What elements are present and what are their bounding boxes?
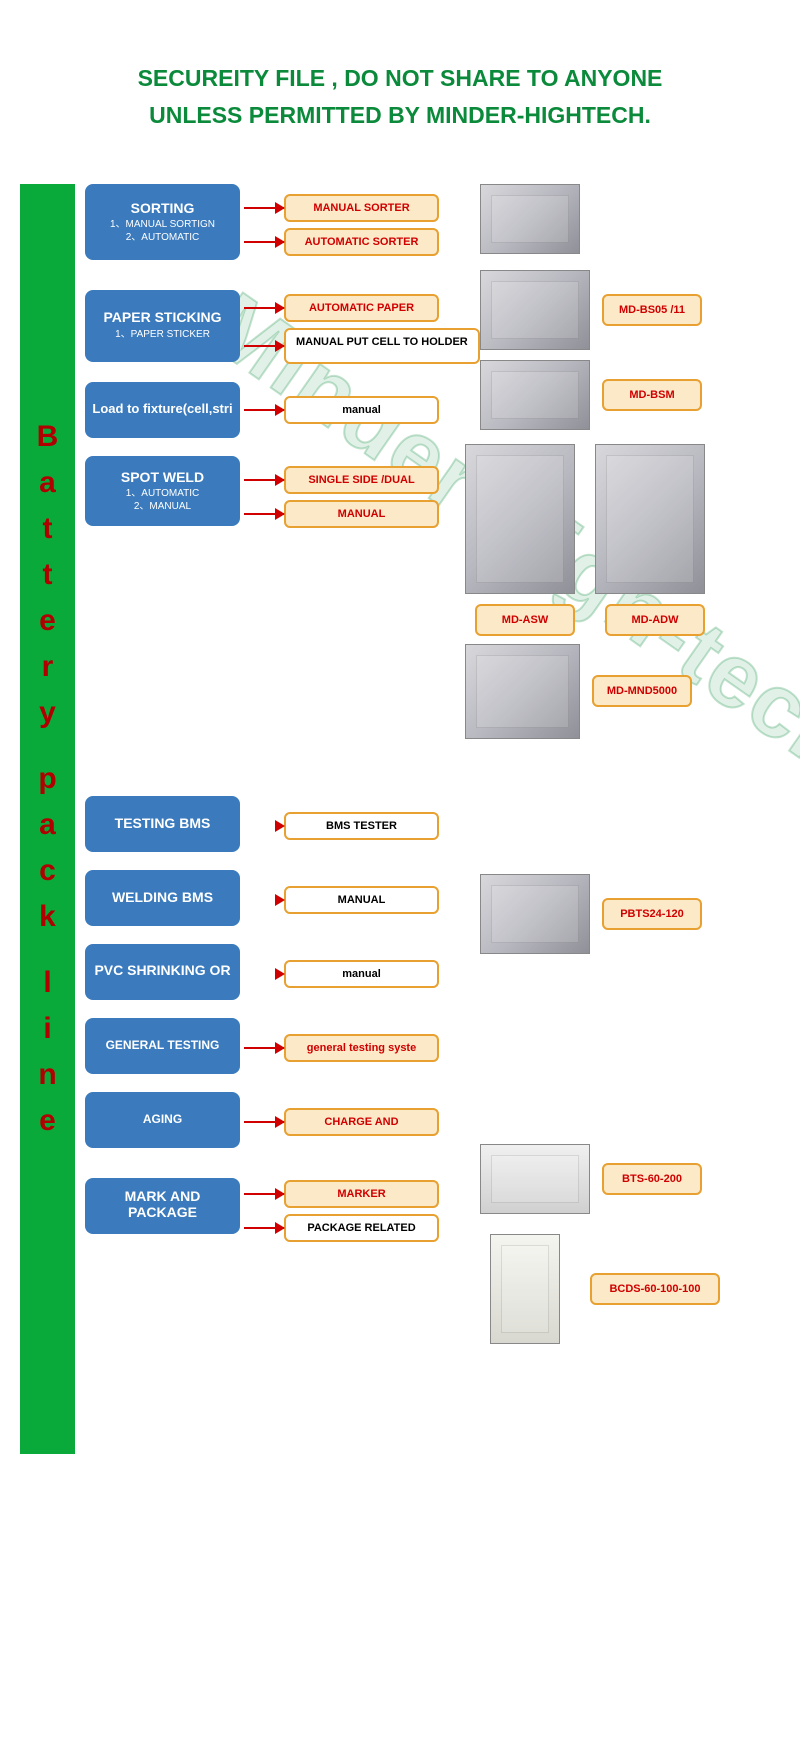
sidebar-letter: a (39, 808, 56, 842)
method-manual-cell: MANUAL PUT CELL TO HOLDER (284, 328, 480, 364)
method-marker: MARKER (284, 1180, 439, 1208)
header-line-2: UNLESS PERMITTED BY MINDER-HIGHTECH. (40, 97, 760, 134)
arrow-icon (244, 479, 284, 481)
method-general-testing: general testing syste (284, 1034, 439, 1062)
step-spot-weld: SPOT WELD 1、AUTOMATIC 2、MANUAL (85, 456, 240, 526)
product-image (490, 1234, 560, 1344)
method-package: PACKAGE RELATED (284, 1214, 439, 1242)
arrow-icon (244, 513, 284, 515)
step-aging: AGING (85, 1092, 240, 1148)
method-manual-sorter: MANUAL SORTER (284, 194, 439, 222)
flow-content: SORTING 1、MANUAL SORTIGN 2、AUTOMATIC MAN… (85, 184, 800, 1242)
product-label-bcds: BCDS-60-100-100 (590, 1273, 720, 1305)
sidebar: Batterypackline (20, 184, 75, 1454)
main-diagram: Minder High-tech Batterypackline SORTING… (0, 184, 800, 1242)
step-load-fixture: Load to fixture(cell,stri (85, 382, 240, 438)
header-line-1: SECUREITY FILE , DO NOT SHARE TO ANYONE (40, 60, 760, 97)
sidebar-letter: r (42, 650, 54, 684)
step-title: WELDING BMS (112, 889, 213, 905)
product-image (465, 444, 575, 594)
arrow-icon (244, 307, 284, 309)
product-label-adw: MD-ADW (605, 604, 705, 636)
product-label-asw: MD-ASW (475, 604, 575, 636)
sidebar-letter: e (39, 604, 56, 638)
sidebar-letter: t (43, 558, 53, 592)
step-title: GENERAL TESTING (106, 1038, 220, 1052)
step-title: TESTING BMS (115, 815, 211, 831)
step-welding-bms: WELDING BMS (85, 870, 240, 926)
product-image (465, 644, 580, 739)
sidebar-letter: k (39, 900, 56, 934)
step-title: Load to fixture(cell,stri (92, 401, 232, 416)
step-sub: 1、MANUAL SORTIGN (110, 218, 215, 231)
sidebar-letter: y (39, 696, 56, 730)
sidebar-letter: p (38, 762, 56, 796)
arrow-icon (244, 207, 284, 209)
sidebar-letter: t (43, 512, 53, 546)
step-general-testing: GENERAL TESTING (85, 1018, 240, 1074)
step-sorting: SORTING 1、MANUAL SORTIGN 2、AUTOMATIC (85, 184, 240, 260)
product-label-mnd: MD-MND5000 (592, 675, 692, 707)
arrow-icon (244, 825, 284, 827)
arrow-icon (244, 241, 284, 243)
arrow-icon (244, 1193, 284, 1195)
step-title: AGING (143, 1112, 182, 1126)
method-manual-weld: MANUAL (284, 500, 439, 528)
step-title: PVC SHRINKING OR (94, 963, 230, 978)
step-title: SORTING (131, 200, 195, 216)
step-title: PAPER STICKING (104, 310, 222, 325)
arrow-icon (244, 345, 284, 347)
sidebar-letter: B (37, 420, 59, 454)
method-bms-tester: BMS TESTER (284, 812, 439, 840)
method-manual: manual (284, 960, 439, 988)
sidebar-letter: l (43, 966, 51, 1000)
step-sub: 1、AUTOMATIC (126, 487, 200, 500)
sidebar-letter: c (39, 854, 56, 888)
arrow-icon (244, 1227, 284, 1229)
step-title: MARK AND PACKAGE (91, 1189, 234, 1220)
method-single-dual: SINGLE SIDE /DUAL (284, 466, 439, 494)
step-sub: 2、AUTOMATIC (126, 231, 200, 244)
step-sub: 2、MANUAL (134, 500, 191, 513)
method-manual: MANUAL (284, 886, 439, 914)
sidebar-letter: a (39, 466, 56, 500)
product-image (595, 444, 705, 594)
method-auto-sorter: AUTOMATIC SORTER (284, 228, 439, 256)
step-pvc: PVC SHRINKING OR (85, 944, 240, 1000)
method-manual: manual (284, 396, 439, 424)
arrow-icon (244, 1121, 284, 1123)
arrow-icon (244, 409, 284, 411)
method-charge: CHARGE AND (284, 1108, 439, 1136)
method-auto-paper: AUTOMATIC PAPER (284, 294, 439, 322)
step-mark-package: MARK AND PACKAGE (85, 1178, 240, 1234)
arrow-icon (244, 973, 284, 975)
product-image (480, 184, 580, 254)
sidebar-letter: n (38, 1058, 56, 1092)
step-paper-sticking: PAPER STICKING 1、PAPER STICKER (85, 290, 240, 362)
step-sub: 1、PAPER STICKER (115, 328, 210, 341)
sidebar-letter: i (43, 1012, 51, 1046)
step-title: SPOT WELD (121, 469, 204, 485)
arrow-icon (244, 899, 284, 901)
header: SECUREITY FILE , DO NOT SHARE TO ANYONE … (0, 0, 800, 174)
arrow-icon (244, 1047, 284, 1049)
step-testing-bms: TESTING BMS (85, 796, 240, 852)
sidebar-letter: e (39, 1104, 56, 1138)
